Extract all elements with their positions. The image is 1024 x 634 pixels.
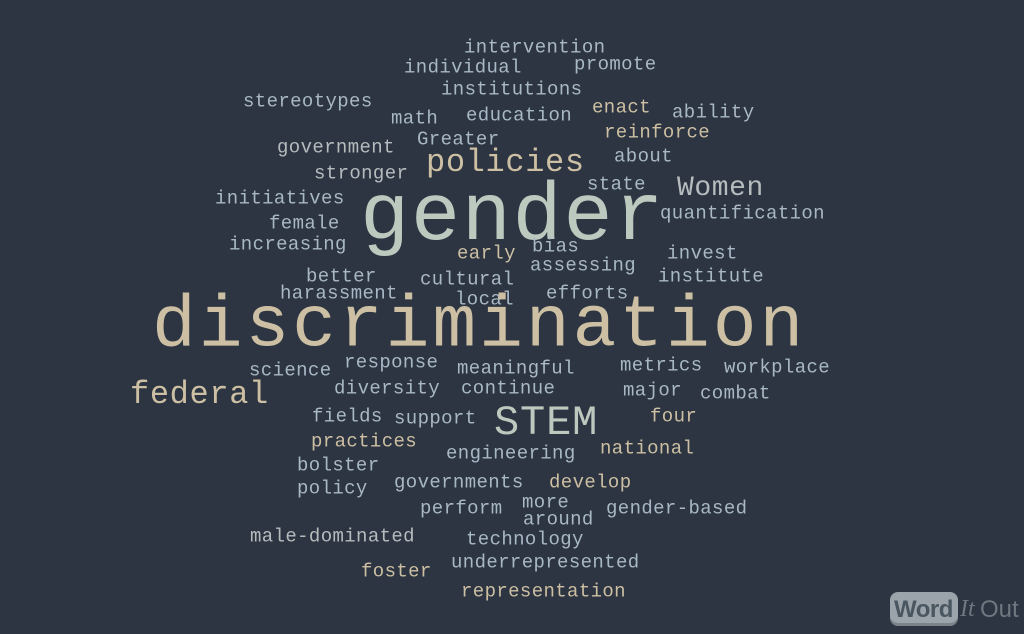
word-combat: combat xyxy=(700,382,771,405)
word-greater: Greater xyxy=(417,128,500,151)
word-early: early xyxy=(457,242,516,265)
logo-word-text: Word xyxy=(894,596,953,623)
word-invest: invest xyxy=(667,242,738,265)
word-stereotypes: stereotypes xyxy=(243,90,373,113)
word-representation: representation xyxy=(461,580,626,603)
word-around: around xyxy=(523,508,594,531)
word-gender-based: gender-based xyxy=(606,497,748,520)
word-federal: federal xyxy=(130,376,269,413)
word-initiatives: initiatives xyxy=(215,187,345,210)
word-stem: STEM xyxy=(494,399,599,447)
word-promote: promote xyxy=(574,53,657,76)
word-underrepresented: underrepresented xyxy=(451,551,640,574)
word-reinforce: reinforce xyxy=(604,121,711,144)
word-continue: continue xyxy=(461,377,556,400)
word-foster: foster xyxy=(361,560,432,583)
word-ability: ability xyxy=(672,101,755,124)
word-about: about xyxy=(614,145,673,168)
word-female: female xyxy=(269,212,340,235)
word-better: better xyxy=(306,265,377,288)
word-four: four xyxy=(650,405,698,428)
word-science: science xyxy=(249,359,332,382)
word-engineering: engineering xyxy=(446,442,576,465)
word-stronger: stronger xyxy=(314,162,409,185)
word-practices: practices xyxy=(311,430,418,453)
word-response: response xyxy=(344,351,439,374)
word-meaningful: meaningful xyxy=(457,357,575,380)
logo-it-text: It xyxy=(960,596,975,622)
word-quantification: quantification xyxy=(660,202,825,225)
word-governments: governments xyxy=(394,471,524,494)
word-intervention: intervention xyxy=(464,36,606,59)
word-perform: perform xyxy=(420,497,503,520)
wordle-logo[interactable]: Word It Out xyxy=(890,590,1020,630)
word-policy: policy xyxy=(297,477,368,500)
word-national: national xyxy=(600,437,695,460)
word-support: support xyxy=(394,407,477,430)
word-bias: bias xyxy=(532,235,580,258)
word-harassment: harassment xyxy=(280,282,398,305)
word-institutions: institutions xyxy=(441,78,583,101)
word-gender: gender xyxy=(360,171,666,264)
word-major: major xyxy=(623,379,682,402)
word-diversity: diversity xyxy=(334,377,441,400)
word-develop: develop xyxy=(549,471,632,494)
word-institute: institute xyxy=(658,265,765,288)
word-workplace: workplace xyxy=(724,356,831,379)
word-discrimination: discrimination xyxy=(152,284,807,368)
word-male-dominated: male-dominated xyxy=(250,525,415,548)
word-metrics: metrics xyxy=(620,354,703,377)
word-math: math xyxy=(391,107,439,130)
word-efforts: efforts xyxy=(546,282,629,305)
word-state: state xyxy=(587,173,646,196)
word-enact: enact xyxy=(592,96,651,119)
word-assessing: assessing xyxy=(530,254,637,277)
logo-out-text: Out xyxy=(980,596,1019,623)
word-education: education xyxy=(466,104,573,127)
word-technology: technology xyxy=(466,528,584,551)
word-government: government xyxy=(277,136,395,159)
word-cultural: cultural xyxy=(420,268,515,291)
word-individual: individual xyxy=(404,56,522,79)
word-women: Women xyxy=(677,173,764,204)
word-fields: fields xyxy=(312,405,383,428)
word-increasing: increasing xyxy=(229,233,347,256)
word-more: more xyxy=(522,491,570,514)
word-bolster: bolster xyxy=(297,454,380,477)
logo-badge xyxy=(890,592,958,626)
word-local: local xyxy=(455,288,514,311)
word-policies: policies xyxy=(426,144,585,181)
